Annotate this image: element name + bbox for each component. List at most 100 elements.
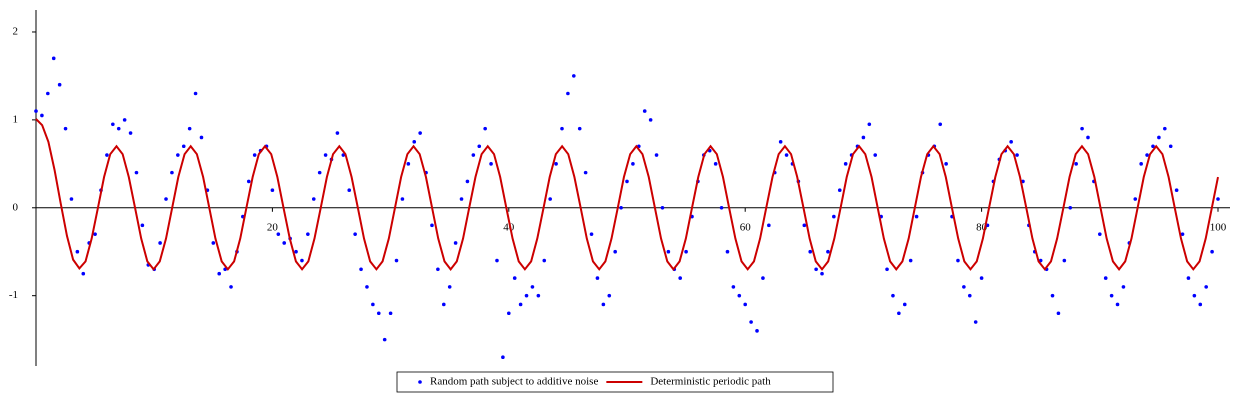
data-point [1121,285,1126,289]
data-point [542,258,547,263]
x-tick-label: 100 [1210,221,1227,233]
y-tick-label: 0 [13,201,19,213]
data-point [471,153,476,157]
data-point [1062,258,1067,263]
data-point [294,249,298,254]
x-tick-label: 40 [503,221,515,233]
data-point [40,113,44,118]
data-point [914,214,919,219]
data-point [1050,293,1055,298]
data-point [187,126,192,131]
data-point [459,197,464,201]
data-point [430,223,434,228]
y-tick-label: 2 [13,26,19,38]
data-point [719,205,724,210]
data-point [536,293,541,298]
data-point [837,188,842,192]
y-tick-label: 1 [13,113,19,125]
data-point [820,271,824,276]
data-point [359,267,363,272]
data-point [784,153,789,157]
data-point [1109,293,1114,298]
data-point [105,153,109,157]
data-point [246,179,251,184]
legend: Random path subject to additive noise Det… [396,371,834,393]
y-tick-label: -1 [9,289,18,301]
data-point [371,302,375,307]
data-point [743,302,747,307]
data-point [973,320,978,324]
x-tick-label: 20 [267,221,279,233]
data-point [57,82,62,87]
data-point [211,241,216,245]
data-point [572,74,576,78]
data-point [317,170,322,175]
legend-marker [418,380,422,384]
data-point [335,131,340,135]
data-point [512,276,517,280]
data-point [365,285,369,289]
legend-label: Random path subject to additive noise [430,376,598,388]
data-point [441,302,446,307]
data-point [979,276,984,280]
data-point [524,293,529,298]
data-point [944,162,948,166]
data-point [861,135,866,140]
data-point [1086,135,1090,140]
data-point [501,355,505,360]
data-point [749,320,753,324]
data-point [601,302,606,307]
data-point [737,293,742,298]
data-point [678,276,682,280]
data-point [1198,302,1203,307]
data-point [631,162,635,166]
data-point [826,249,830,254]
data-point [619,205,623,210]
data-point [1174,188,1179,192]
data-point [51,56,56,61]
data-point [648,118,653,122]
data-point [1009,140,1013,144]
data-point [63,126,68,131]
data-point [199,135,204,140]
data-point [489,162,493,166]
data-point [1115,302,1120,307]
data-point [548,197,552,201]
line-series [35,118,1219,271]
data-point [1186,276,1191,280]
data-point [81,271,86,276]
data-point [181,144,186,149]
data-point [1068,205,1073,210]
data-point [873,153,878,157]
data-point [684,249,688,254]
data-point [436,267,440,272]
data-point [1056,311,1061,316]
data-point [956,258,960,263]
data-point [731,285,736,289]
data-point [1139,162,1143,166]
point-series [34,56,1220,360]
data-point [1168,144,1173,149]
data-point [808,249,813,254]
data-point [938,122,943,127]
data-point [560,126,564,131]
data-point [217,271,222,276]
data-point [140,223,145,228]
data-point [382,337,387,342]
data-point [660,205,665,210]
legend-label: Deterministic periodic path [650,376,771,388]
data-point [483,126,487,131]
data-point [778,140,783,144]
data-point [418,131,422,135]
data-point [376,311,381,316]
data-point [388,311,393,316]
data-point [406,162,411,166]
data-point [134,170,139,175]
data-point [34,109,38,113]
data-point [1080,126,1084,131]
data-point [270,188,275,192]
data-point [347,188,352,192]
data-point [1204,285,1208,289]
data-point [1180,232,1185,236]
